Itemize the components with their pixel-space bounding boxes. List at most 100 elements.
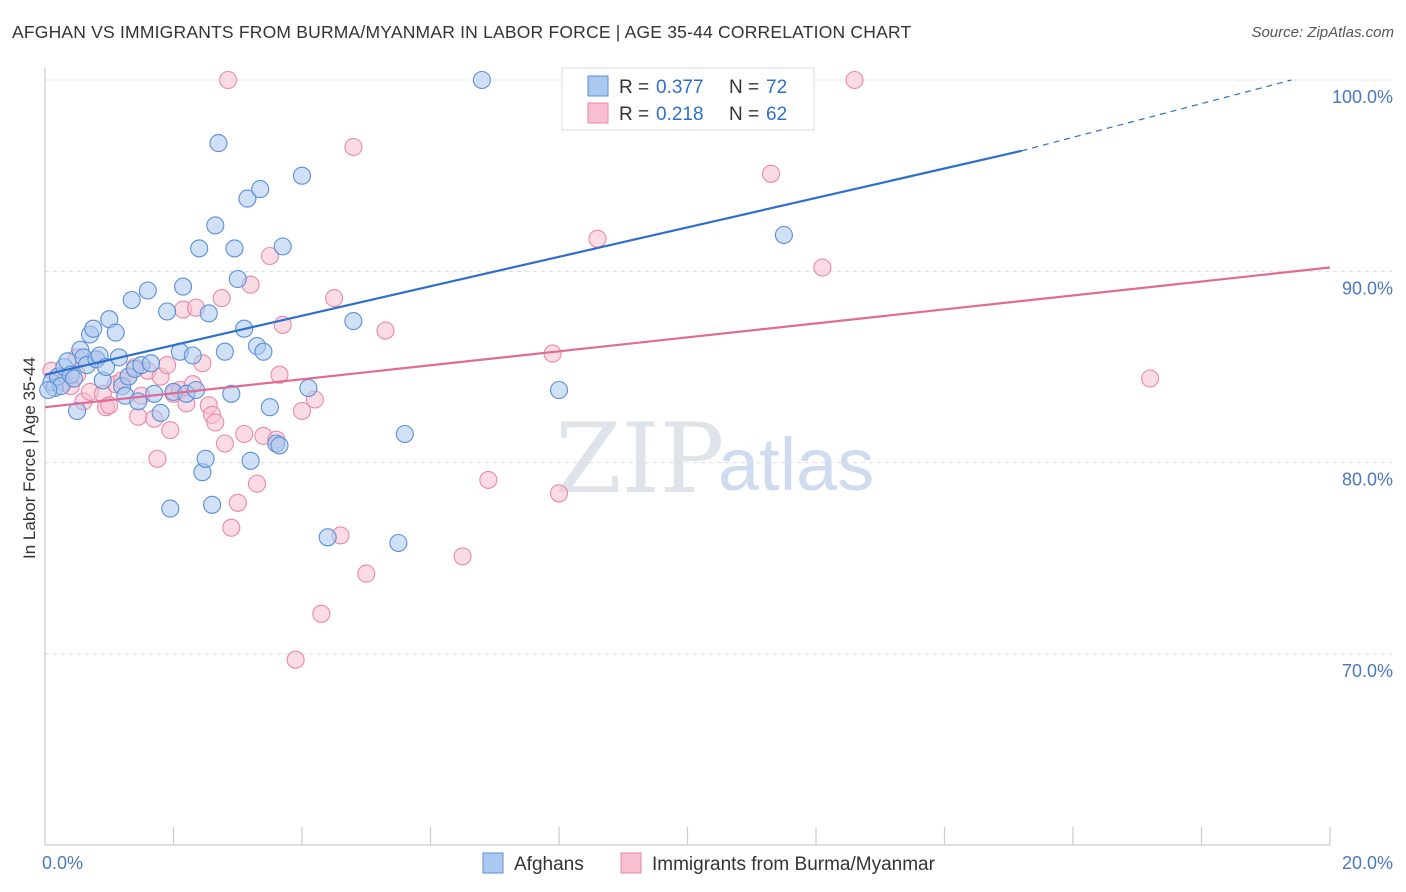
afghans-trend-line xyxy=(44,149,1022,376)
bottom-legend-burma-label: Immigrants from Burma/Myanmar xyxy=(652,854,936,875)
data-point xyxy=(453,547,472,566)
y-tick-label: 100.0% xyxy=(1332,87,1393,107)
legend-afghans-swatch xyxy=(587,75,609,97)
data-point xyxy=(292,401,312,421)
legend-burma-r-value: 0.218 xyxy=(656,104,704,125)
series-burma-points xyxy=(42,70,1160,669)
data-point xyxy=(183,346,202,365)
y-tick-label: 90.0% xyxy=(1342,278,1393,298)
data-point xyxy=(251,180,270,199)
data-point xyxy=(270,436,289,455)
data-point xyxy=(588,229,607,248)
data-point xyxy=(206,216,225,235)
legend-afghans-r-label: R = xyxy=(619,77,649,98)
stats-legend: R = 0.377 N = 72 R = 0.218 N = 62 xyxy=(561,67,815,131)
data-point xyxy=(318,528,337,547)
data-point xyxy=(761,164,781,183)
data-point xyxy=(254,342,273,361)
data-point xyxy=(190,239,209,258)
data-point xyxy=(344,312,363,331)
data-point xyxy=(199,304,218,323)
data-point xyxy=(1141,369,1160,388)
legend-burma-r-label: R = xyxy=(619,104,649,125)
data-point xyxy=(129,407,148,426)
data-point xyxy=(68,401,87,421)
watermark: ZIP atlas xyxy=(555,403,874,515)
legend-afghans-n-label: N = xyxy=(729,77,759,98)
legend-burma-n-value: 62 xyxy=(766,104,787,125)
y-tick-label: 70.0% xyxy=(1342,661,1393,681)
data-point xyxy=(161,499,180,518)
legend-afghans-r-value: 0.377 xyxy=(656,77,704,98)
y-axis-label: In Labor Force | Age 35-44 xyxy=(20,357,39,559)
data-point xyxy=(813,258,832,277)
data-point xyxy=(84,319,103,338)
data-point xyxy=(376,321,395,340)
grid: 100.0% 90.0% 80.0% 70.0% xyxy=(45,79,1393,681)
data-point xyxy=(215,434,234,453)
data-point xyxy=(260,398,279,417)
data-point xyxy=(344,137,363,157)
trend-lines xyxy=(44,79,1331,409)
data-point xyxy=(174,277,193,296)
watermark-atlas: atlas xyxy=(718,423,874,506)
data-point xyxy=(215,342,234,361)
data-point xyxy=(212,289,231,308)
data-point xyxy=(219,70,238,90)
bottom-legend-burma-swatch xyxy=(620,852,642,874)
data-point xyxy=(325,289,344,308)
bottom-legend-afghans-swatch xyxy=(482,852,504,874)
x-tick-label-max: 20.0% xyxy=(1342,853,1393,873)
data-point xyxy=(158,356,177,375)
data-point xyxy=(479,470,498,489)
data-point xyxy=(228,269,247,289)
afghans-trend-extension xyxy=(1021,79,1292,152)
data-point xyxy=(196,449,215,468)
data-point xyxy=(273,237,292,256)
data-point xyxy=(260,246,279,266)
data-point xyxy=(39,380,58,400)
data-point xyxy=(106,323,125,342)
data-point xyxy=(774,225,793,245)
data-point xyxy=(151,403,170,422)
burma-trend-line xyxy=(44,266,1331,409)
x-ticks xyxy=(172,827,1331,845)
data-point xyxy=(395,424,414,444)
legend-burma-swatch xyxy=(587,102,609,124)
data-point xyxy=(472,70,491,90)
data-point xyxy=(357,564,376,583)
data-point xyxy=(206,413,225,432)
data-point xyxy=(228,493,247,512)
data-point xyxy=(549,380,569,400)
bottom-legend-afghans-label: Afghans xyxy=(514,854,584,875)
data-point xyxy=(286,650,305,669)
data-point xyxy=(270,365,289,384)
data-point xyxy=(138,281,157,300)
data-point xyxy=(222,384,241,403)
data-point xyxy=(141,354,161,373)
data-point xyxy=(312,604,331,623)
legend-afghans-n-value: 72 xyxy=(766,77,787,98)
chart-title: AFGHAN VS IMMIGRANTS FROM BURMA/MYANMAR … xyxy=(12,22,912,42)
data-point xyxy=(238,189,257,208)
data-point xyxy=(292,166,312,185)
data-point xyxy=(222,518,241,537)
data-point xyxy=(299,378,318,398)
series-afghans-points xyxy=(39,70,793,553)
data-point xyxy=(549,484,569,503)
data-point xyxy=(247,474,267,493)
y-tick-label: 80.0% xyxy=(1342,470,1393,490)
data-point xyxy=(148,449,167,468)
data-point xyxy=(845,70,864,90)
data-point xyxy=(203,495,222,514)
data-point xyxy=(122,290,141,310)
data-point xyxy=(235,424,254,444)
data-point xyxy=(158,302,177,321)
legend-burma-n-label: N = xyxy=(729,104,759,125)
data-point xyxy=(161,421,180,440)
data-point xyxy=(225,239,244,258)
data-point xyxy=(209,134,228,153)
series-legend: Afghans Immigrants from Burma/Myanmar xyxy=(482,852,936,875)
data-point xyxy=(241,451,260,470)
